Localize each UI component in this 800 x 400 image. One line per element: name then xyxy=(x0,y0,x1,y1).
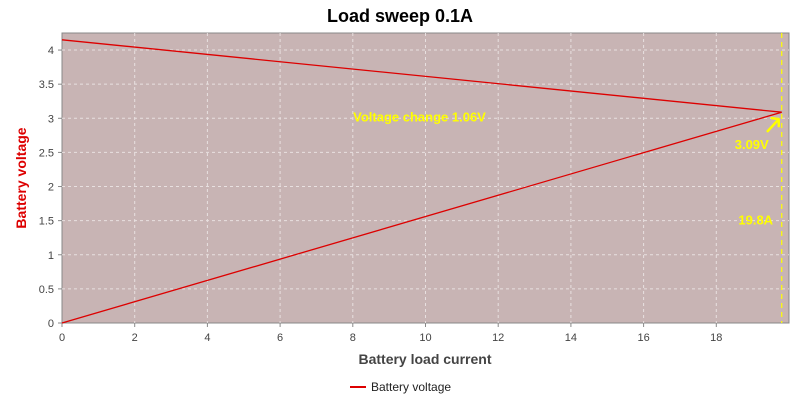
legend-label: Battery voltage xyxy=(371,380,451,394)
y-tick-label: 3.5 xyxy=(39,79,54,91)
annotation-end-voltage: 3.09V xyxy=(735,137,769,152)
x-axis: 0 2 4 6 8 10 12 14 16 18 xyxy=(59,323,722,344)
series-line-battery-voltage xyxy=(61,39,782,324)
y-axis-label: Battery voltage xyxy=(13,127,29,228)
y-tick-label: 4 xyxy=(48,45,54,57)
annotation-end-current: 19.8A xyxy=(738,213,773,228)
x-tick-label: 14 xyxy=(565,332,577,344)
x-tick-label: 8 xyxy=(350,332,356,344)
x-tick-label: 16 xyxy=(637,332,649,344)
series-layer xyxy=(61,39,782,324)
x-axis-label: Battery load current xyxy=(358,351,491,367)
y-tick-label: 2.5 xyxy=(39,147,54,159)
x-tick-label: 2 xyxy=(132,332,138,344)
y-tick-label: 3 xyxy=(48,113,54,125)
x-tick-label: 6 xyxy=(277,332,283,344)
annotations: Voltage change 1.06V 3.09V 19.8A xyxy=(353,33,783,323)
y-tick-label: 1.5 xyxy=(39,216,54,228)
annotation-voltage-change: Voltage change 1.06V xyxy=(353,110,486,125)
y-axis: 0 0.5 1 1.5 2 2.5 3 3.5 4 xyxy=(39,45,62,330)
x-tick-label: 12 xyxy=(492,332,504,344)
x-tick-label: 10 xyxy=(419,332,431,344)
y-tick-label: 0.5 xyxy=(39,284,54,296)
x-tick-label: 4 xyxy=(204,332,210,344)
y-tick-label: 2 xyxy=(48,182,54,194)
x-tick-label: 18 xyxy=(710,332,722,344)
x-tick-label: 0 xyxy=(59,332,65,344)
arrow-icon xyxy=(766,116,780,133)
chart-title: Load sweep 0.1A xyxy=(327,6,473,26)
y-tick-label: 0 xyxy=(48,318,54,330)
y-tick-label: 1 xyxy=(48,250,54,262)
grid xyxy=(62,33,789,323)
legend: Battery voltage xyxy=(350,380,451,394)
